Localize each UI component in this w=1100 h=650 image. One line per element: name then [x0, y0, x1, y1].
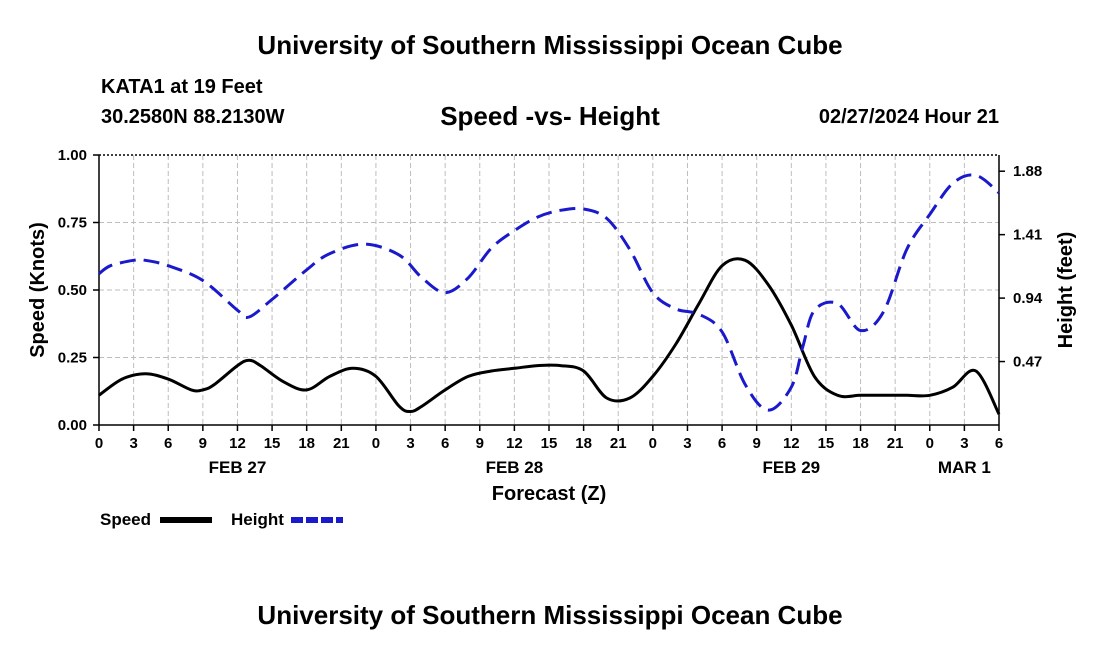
x-tick-label: 21	[333, 435, 350, 452]
station-label: KATA1 at 19 Feet	[101, 76, 263, 98]
y-tick-label: 0.25	[58, 350, 87, 367]
x-tick-label: 21	[610, 435, 627, 452]
x-tick-label: 21	[887, 435, 904, 452]
x-tick-label: 6	[718, 435, 726, 452]
issued-time-label: 02/27/2024 Hour 21	[818, 106, 999, 128]
x-tick-label: 6	[441, 435, 449, 452]
y-tick-label: 1.00	[58, 147, 87, 164]
date-label: FEB 27	[209, 458, 267, 477]
x-tick-label: 9	[476, 435, 484, 452]
x-tick-label: 6	[995, 435, 1003, 452]
x-tick-label: 3	[683, 435, 691, 452]
date-label: FEB 29	[762, 458, 820, 477]
date-label: FEB 28	[486, 458, 544, 477]
x-tick-label: 12	[506, 435, 523, 452]
x-tick-label: 15	[818, 435, 835, 452]
x-tick-label: 9	[753, 435, 761, 452]
y2-tick-label: 0.94	[1013, 290, 1043, 307]
x-axis-label: Forecast (Z)	[492, 483, 606, 505]
x-tick-label: 0	[649, 435, 657, 452]
y-tick-label: 0.50	[58, 282, 87, 299]
speed-series-line	[98, 257, 1001, 415]
x-tick-label: 6	[164, 435, 172, 452]
x-tick-label: 18	[298, 435, 315, 452]
y-tick-label: 0.75	[58, 215, 87, 232]
x-tick-label: 9	[199, 435, 207, 452]
x-tick-label: 15	[264, 435, 281, 452]
footer-title: University of Southern Mississippi Ocean…	[257, 600, 843, 630]
x-tick-label: 3	[129, 435, 137, 452]
y2-tick-label: 1.41	[1013, 227, 1042, 244]
y2-axis-label: Height (feet)	[1055, 232, 1077, 349]
coordinates-label: 30.2580N 88.2130W	[101, 106, 285, 128]
y2-tick-label: 0.47	[1013, 354, 1042, 371]
x-tick-label: 18	[852, 435, 869, 452]
height-series-line	[98, 173, 1000, 412]
x-tick-label: 12	[229, 435, 246, 452]
x-tick-label: 15	[541, 435, 558, 452]
y-tick-label: 0.00	[58, 417, 87, 434]
y2-tick-label: 1.88	[1013, 163, 1042, 180]
x-tick-label: 0	[926, 435, 934, 452]
y-axis-label: Speed (Knots)	[27, 222, 49, 358]
x-tick-label: 0	[372, 435, 380, 452]
x-tick-label: 0	[95, 435, 103, 452]
page-title: University of Southern Mississippi Ocean…	[257, 30, 843, 60]
x-tick-label: 18	[575, 435, 592, 452]
date-label: MAR 1	[938, 458, 991, 477]
legend-speed-label: Speed	[100, 510, 151, 529]
x-tick-label: 3	[960, 435, 968, 452]
x-tick-label: 12	[783, 435, 800, 452]
legend-height-label: Height	[231, 510, 284, 529]
x-tick-label: 3	[406, 435, 414, 452]
chart-title: Speed -vs- Height	[440, 101, 660, 131]
